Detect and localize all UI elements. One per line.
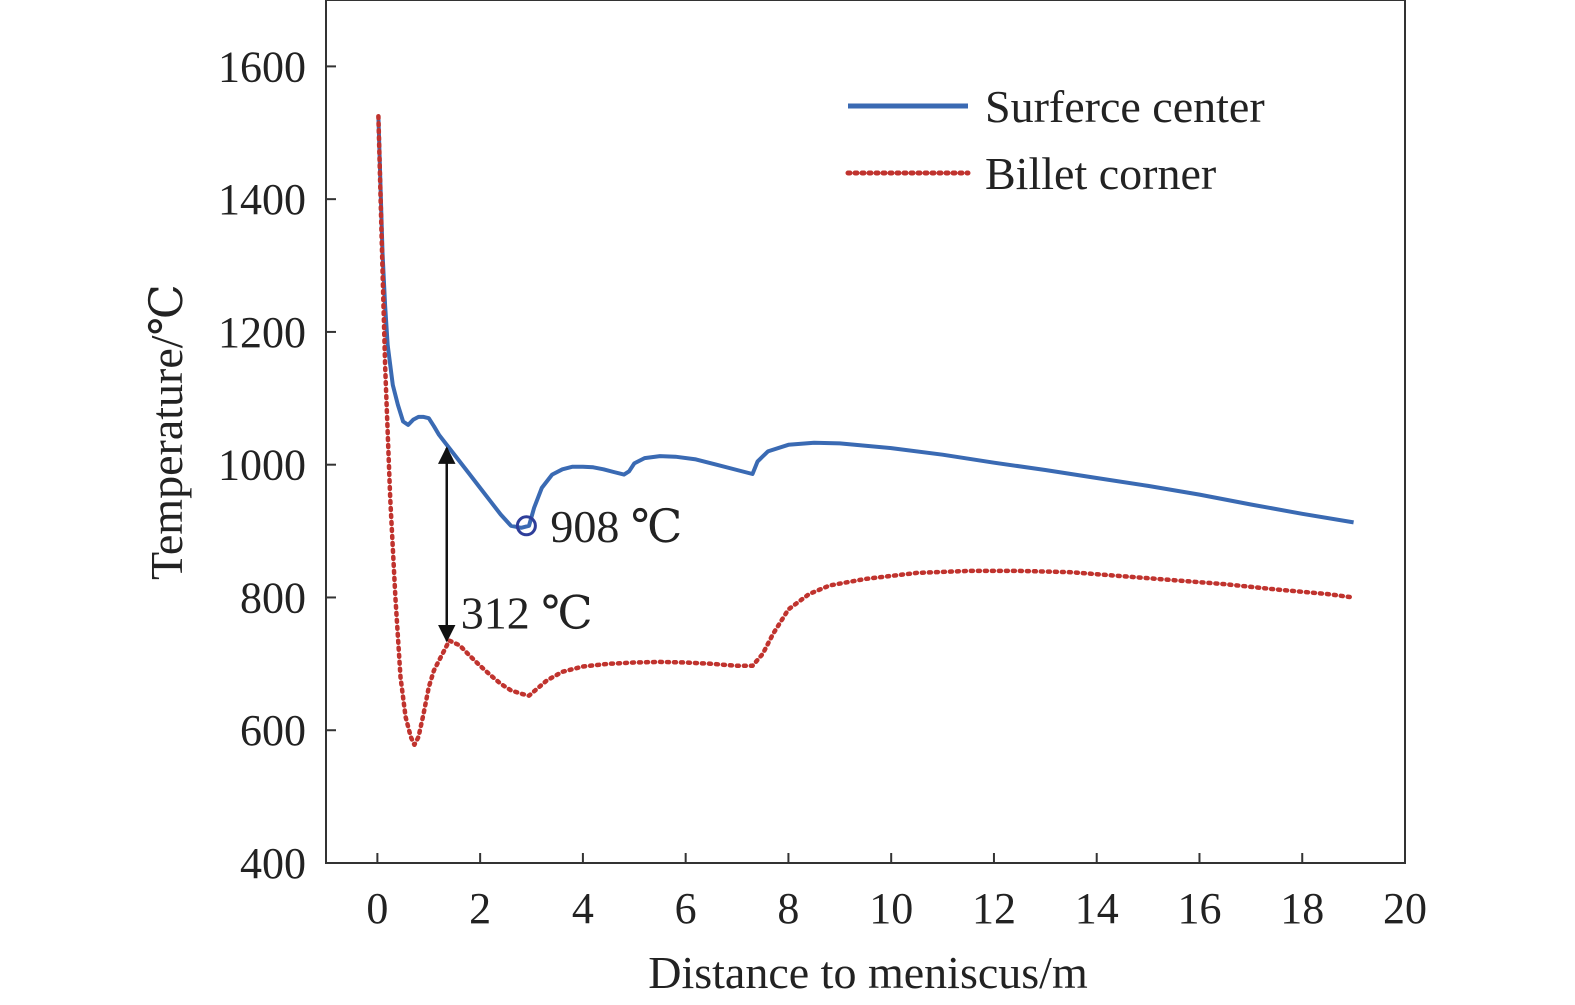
plot-area bbox=[325, 0, 1406, 864]
series-line-surface-center bbox=[376, 116, 1354, 530]
x-tick-label: 10 bbox=[869, 884, 913, 933]
annotation-temperature-difference: 312 ℃ bbox=[461, 587, 593, 638]
ticks-layer: 0 2 4 6 8 10 12 14 16 18 20 400 600 800 1000 1200 1400 16… bbox=[218, 42, 1427, 933]
annotation-min-temperature: 908 ℃ bbox=[550, 501, 682, 552]
min-temperature-marker bbox=[515, 515, 537, 537]
y-tick-label: 1000 bbox=[218, 441, 306, 490]
plot-frame bbox=[325, 0, 1406, 864]
x-axis-title: Distance to meniscus/m bbox=[648, 947, 1088, 998]
x-tick-label: 16 bbox=[1177, 884, 1221, 933]
x-tick-label: 4 bbox=[572, 884, 594, 933]
y-axis-title: Temperature/℃ bbox=[141, 284, 192, 580]
x-tick-label: 2 bbox=[469, 884, 491, 933]
x-tick-label: 18 bbox=[1280, 884, 1324, 933]
y-tick-label: 400 bbox=[240, 839, 306, 888]
x-tick-label: 20 bbox=[1383, 884, 1427, 933]
x-tick-label: 12 bbox=[972, 884, 1016, 933]
x-tick-label: 14 bbox=[1075, 884, 1119, 933]
legend: Surferce center Billet corner bbox=[845, 81, 1265, 199]
x-tick-label: 6 bbox=[675, 884, 697, 933]
y-tick-label: 600 bbox=[240, 706, 306, 755]
x-tick-label: 0 bbox=[366, 884, 388, 933]
x-tick-label: 8 bbox=[777, 884, 799, 933]
y-tick-label: 1200 bbox=[218, 308, 306, 357]
y-tick-label: 800 bbox=[240, 573, 306, 622]
annotations-layer: 908 ℃ 312 ℃ bbox=[437, 446, 682, 643]
series-line-billet-corner bbox=[376, 113, 1356, 748]
y-tick-label: 1400 bbox=[218, 175, 306, 224]
legend-label-surface-center: Surferce center bbox=[985, 81, 1265, 132]
y-tick-label: 1600 bbox=[218, 42, 306, 91]
legend-label-billet-corner: Billet corner bbox=[985, 148, 1216, 199]
series-layer bbox=[376, 113, 1356, 748]
